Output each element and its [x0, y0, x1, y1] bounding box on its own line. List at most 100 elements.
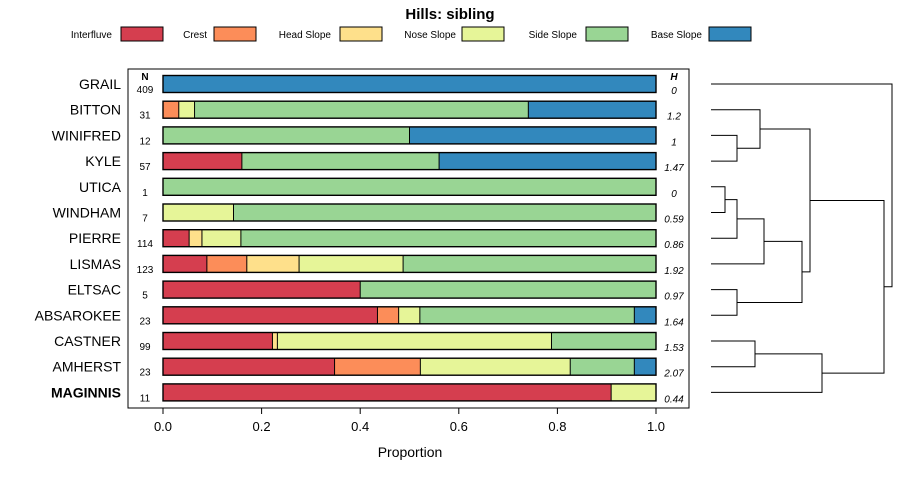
row-labels: GRAIL 409 0 BITTON 31 1.2 WINIFRED 12 1 KYLE 57 1.4…	[35, 76, 685, 405]
legend-swatch	[708, 26, 752, 42]
bar-segment-crest	[377, 306, 399, 324]
dendrogram-link	[810, 199, 885, 374]
bar-segment-interfluve	[163, 281, 361, 299]
legend-swatch	[461, 26, 505, 42]
chart-title: Hills: sibling	[405, 6, 494, 23]
x-tick-label: 0.0	[154, 419, 172, 434]
x-tick-label: 0.2	[253, 419, 271, 434]
row-label: MAGINNIS	[51, 384, 121, 400]
x-tick-label: 0.6	[450, 419, 468, 434]
h-value: 1.2	[667, 112, 681, 123]
bar-segment-side-slope	[241, 152, 440, 170]
row-label: WINDHAM	[53, 205, 121, 221]
x-tick-label: 0.8	[548, 419, 566, 434]
h-value: 1.64	[664, 317, 684, 328]
x-tick-label: 1.0	[647, 419, 665, 434]
legend-swatch	[120, 26, 164, 42]
h-value: 0	[671, 189, 677, 200]
dendrogram-link	[711, 83, 893, 288]
plot-panel	[127, 68, 690, 409]
row-label: GRAIL	[79, 76, 121, 92]
dendrogram-link	[711, 340, 756, 368]
row-label: BITTON	[70, 102, 121, 118]
bar-segment-interfluve	[163, 306, 378, 324]
row-label: AMHERST	[53, 359, 122, 375]
row-label: KYLE	[85, 153, 121, 169]
legend-label: Interfluve	[71, 30, 113, 41]
legend-swatch	[585, 26, 629, 42]
bar-segment-nose-slope	[611, 383, 656, 401]
bar-outline	[162, 357, 657, 376]
h-value: 0.44	[664, 394, 684, 405]
x-tick-label: 0.4	[351, 419, 369, 434]
bar-segment-head-slope	[189, 229, 202, 247]
bar-outline	[162, 331, 657, 351]
bars	[162, 74, 657, 402]
bar-segment-interfluve	[163, 229, 190, 247]
bar-segment-base-slope	[634, 358, 656, 376]
bar-segment-side-slope	[194, 101, 529, 119]
row-label: UTICA	[79, 179, 122, 195]
bar-outline	[162, 383, 657, 402]
x-axis: 0.0 0.2 0.4 0.6 0.8 1.0	[154, 408, 665, 434]
bar-segment-interfluve	[163, 358, 335, 376]
bar-outline	[162, 203, 657, 222]
legend: Interfluve Crest Head Slope Nose Slope Side …	[71, 26, 752, 42]
h-value: 0.59	[664, 215, 684, 226]
legend-label: Head Slope	[279, 30, 332, 41]
bar-outline	[162, 151, 657, 171]
n-value: 5	[142, 291, 148, 302]
legend-label: Crest	[183, 30, 207, 41]
bar-segment-crest	[163, 101, 179, 119]
h-value: 1.92	[664, 266, 684, 277]
row-label: ELTSAC	[68, 282, 121, 298]
bar-segment-nose-slope	[163, 204, 234, 221]
bar-segment-side-slope	[403, 255, 656, 273]
bar-segment-nose-slope	[201, 229, 241, 247]
bar-segment-side-slope	[240, 229, 657, 247]
bar-segment-side-slope	[163, 178, 656, 196]
dendrogram-link	[711, 186, 726, 213]
h-value: 1.47	[664, 163, 684, 174]
dendrogram	[711, 83, 893, 393]
bar-outline	[162, 306, 657, 325]
h-value: 0.97	[664, 292, 684, 303]
bar-segment-base-slope	[528, 101, 656, 119]
bar-segment-side-slope	[419, 306, 635, 324]
bar-segment-side-slope	[360, 281, 656, 299]
bar-outline	[162, 254, 657, 274]
h-value: 2.07	[663, 369, 684, 380]
n-header: N	[141, 72, 148, 83]
bar-segment-head-slope	[246, 255, 300, 273]
bar-segment-nose-slope	[420, 358, 571, 376]
n-value: 114	[137, 239, 153, 250]
bar-outline	[162, 228, 657, 248]
n-value: 409	[137, 85, 154, 96]
bar-segment-base-slope	[634, 306, 656, 324]
dendrogram-link	[711, 289, 738, 316]
bar-outline	[162, 177, 657, 197]
bar-segment-crest	[334, 358, 421, 376]
n-value: 57	[139, 162, 151, 173]
h-value: 0	[671, 86, 677, 97]
row-label: PIERRE	[69, 230, 121, 246]
legend-label: Nose Slope	[404, 30, 456, 41]
bar-segment-interfluve	[163, 332, 273, 350]
dendrogram-link	[711, 109, 761, 149]
bar-segment-nose-slope	[398, 306, 420, 324]
n-value: 23	[139, 316, 151, 327]
n-value: 31	[139, 111, 151, 122]
bar-outline	[162, 280, 657, 299]
h-value: 1	[671, 137, 677, 148]
dendrogram-link	[737, 240, 803, 303]
bar-segment-interfluve	[163, 255, 207, 273]
n-value: 12	[139, 136, 151, 147]
bar-segment-crest	[206, 255, 247, 273]
bar-segment-side-slope	[551, 332, 656, 350]
bar-outline	[162, 74, 657, 94]
legend-swatch	[213, 26, 257, 42]
row-label: WINIFRED	[52, 127, 121, 143]
bar-outline	[162, 100, 657, 119]
bar-segment-side-slope	[163, 126, 410, 144]
